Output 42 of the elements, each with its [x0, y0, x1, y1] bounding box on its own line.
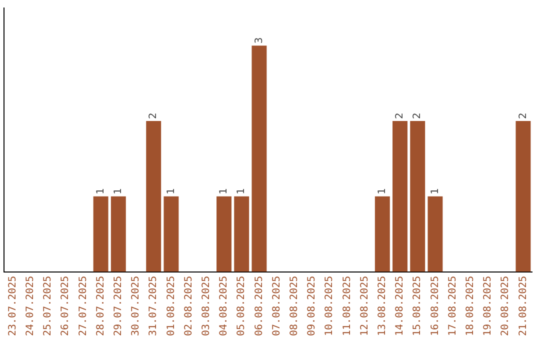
data-label: 1: [430, 188, 441, 194]
x-tick-label: 13.08.2025: [376, 276, 388, 336]
data-label: 3: [254, 37, 265, 44]
x-tick-label: 11.08.2025: [342, 276, 353, 336]
x-tick-label: 20.08.2025: [500, 276, 512, 336]
x-tick-label: 08.08.2025: [288, 276, 300, 336]
data-label: 2: [394, 112, 406, 120]
x-tick-label: 03.08.2025: [200, 276, 212, 336]
x-tick-label: 26.07.2025: [60, 276, 72, 336]
x-tick-label: 31.07.2025: [148, 276, 160, 336]
x-tick-label: 04.08.2025: [218, 276, 230, 336]
x-tick-label: 15.08.2025: [412, 276, 424, 336]
data-label: 1: [236, 188, 248, 194]
x-tick-label: 02.08.2025: [183, 276, 194, 336]
x-tick-label: 06.08.2025: [254, 276, 265, 336]
x-tick-label: 07.08.2025: [271, 276, 282, 336]
x-tick-label: 09.08.2025: [306, 276, 318, 336]
data-label: 1: [112, 188, 124, 194]
x-tick-label: 10.08.2025: [324, 276, 336, 336]
x-tick-label: 28.07.2025: [95, 276, 106, 336]
data-label: 2: [518, 112, 529, 120]
x-tick-label: 18.08.2025: [464, 276, 476, 336]
data-label: 1: [376, 188, 388, 194]
x-tick-label: 23.07.2025: [7, 276, 18, 336]
x-tick-label: 21.08.2025: [518, 276, 529, 336]
x-tick-label: 30.07.2025: [130, 276, 142, 336]
x-tick-label: 16.08.2025: [430, 276, 441, 336]
data-label: 1: [95, 188, 106, 194]
x-tick-label: 17.08.2025: [447, 276, 458, 336]
x-tick-label: 25.07.2025: [42, 276, 54, 336]
data-label: 1: [218, 188, 230, 194]
x-tick-label: 19.08.2025: [482, 276, 494, 336]
x-tick-label: 12.08.2025: [359, 276, 370, 336]
x-tick-label: 01.08.2025: [166, 276, 177, 336]
x-tick-label: 05.08.2025: [236, 276, 248, 336]
x-tick-label: 29.07.2025: [112, 276, 124, 336]
data-label: 1: [166, 188, 177, 194]
x-tick-label: 24.07.2025: [24, 276, 36, 336]
data-label: 2: [412, 112, 424, 120]
x-tick-label: 14.08.2025: [394, 276, 406, 336]
data-label: 2: [148, 112, 160, 120]
x-tick-label: 27.07.2025: [78, 276, 89, 336]
